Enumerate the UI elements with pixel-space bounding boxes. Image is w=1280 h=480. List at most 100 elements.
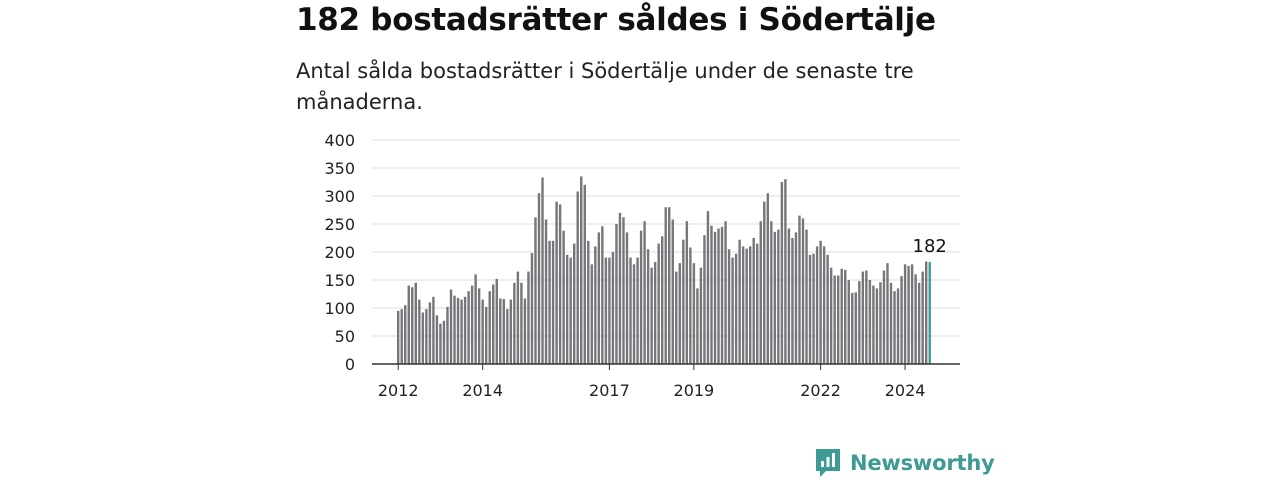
newsworthy-logo-icon: [816, 449, 840, 477]
bar: [921, 271, 924, 364]
bar: [896, 288, 900, 364]
chart-title: 182 bostadsrätter såldes i Södertälje: [296, 2, 936, 38]
bar: [692, 263, 696, 364]
bar: [914, 274, 917, 364]
data-label: 182: [913, 236, 947, 257]
bar: [738, 239, 741, 364]
bar: [622, 217, 625, 364]
x-tick-label: 2014: [462, 381, 503, 400]
bar: [594, 246, 597, 364]
bar: [794, 232, 798, 364]
bar: [587, 240, 590, 364]
bar: [597, 232, 601, 364]
bar: [854, 292, 857, 364]
bar: [449, 289, 453, 364]
bar: [523, 298, 527, 364]
bar: [513, 282, 516, 364]
bar: [495, 278, 498, 364]
bar: [407, 285, 410, 364]
bar: [766, 193, 769, 364]
bar: [770, 221, 773, 364]
bar: [583, 184, 586, 364]
bar: [548, 240, 551, 364]
bar: [861, 271, 865, 364]
bar: [879, 282, 882, 364]
bar: [858, 281, 861, 364]
bar: [826, 254, 829, 364]
bar: [404, 305, 407, 364]
bar: [418, 299, 421, 364]
bar: [435, 315, 439, 364]
bar: [675, 271, 678, 364]
bar-chart: 0 50 100 150 200 250 300 350 400 2012 2014 2017 2019…: [324, 131, 960, 400]
bar: [421, 312, 425, 364]
bar: [875, 288, 879, 364]
x-tick-label: 2022: [800, 381, 841, 400]
bar: [685, 221, 689, 364]
bar: [590, 264, 593, 364]
bar: [925, 261, 928, 364]
bar: [442, 320, 446, 364]
bar: [664, 207, 667, 364]
bar: [573, 243, 576, 364]
bar: [541, 177, 544, 364]
bar: [763, 201, 766, 364]
bar: [516, 271, 520, 364]
bar: [601, 226, 604, 364]
bar: [893, 291, 896, 364]
bar: [534, 217, 537, 364]
bar: [639, 230, 643, 364]
bar: [741, 246, 745, 364]
newsworthy-logo: Newsworthy: [814, 446, 995, 480]
bar: [544, 219, 548, 364]
bar: [629, 257, 632, 364]
bar: [819, 240, 822, 364]
bar: [851, 292, 854, 364]
bar: [706, 211, 710, 364]
bar: [576, 191, 579, 364]
bar: [787, 228, 791, 364]
bar: [481, 299, 484, 364]
bar: [805, 229, 808, 364]
bar: [682, 239, 685, 364]
bar: [699, 267, 703, 364]
bar: [791, 238, 794, 364]
bar: [844, 269, 847, 364]
bar: [720, 226, 724, 364]
bar: [625, 232, 629, 364]
bar: [492, 284, 495, 364]
y-tick-label: 100: [324, 299, 355, 318]
bar: [812, 253, 815, 364]
bar: [903, 264, 907, 364]
bar: [558, 204, 562, 364]
bar: [865, 270, 868, 364]
bar: [798, 215, 801, 364]
bar: [506, 309, 509, 364]
bar: [470, 285, 474, 364]
y-tick-label: 300: [324, 187, 355, 206]
bar: [636, 257, 639, 364]
bar: [837, 275, 840, 364]
bar: [868, 280, 872, 364]
bar: [551, 240, 555, 364]
bar: [657, 243, 660, 364]
bar: [499, 298, 502, 364]
bar: [910, 264, 914, 364]
bar: [611, 252, 615, 364]
bar: [446, 306, 449, 364]
bar: [752, 238, 755, 364]
bar: [565, 254, 569, 364]
bar: [632, 264, 636, 364]
bar: [780, 182, 784, 364]
bar: [618, 212, 622, 364]
bar: [759, 221, 762, 364]
bar: [801, 218, 805, 364]
bar: [777, 229, 780, 364]
bar: [756, 243, 759, 364]
bar: [724, 221, 727, 364]
y-tick-label: 0: [345, 355, 355, 374]
newsworthy-logo-text: Newsworthy: [850, 451, 995, 475]
x-tick-label: 2017: [589, 381, 630, 400]
y-tick-label: 200: [324, 243, 355, 262]
bar: [727, 249, 731, 364]
